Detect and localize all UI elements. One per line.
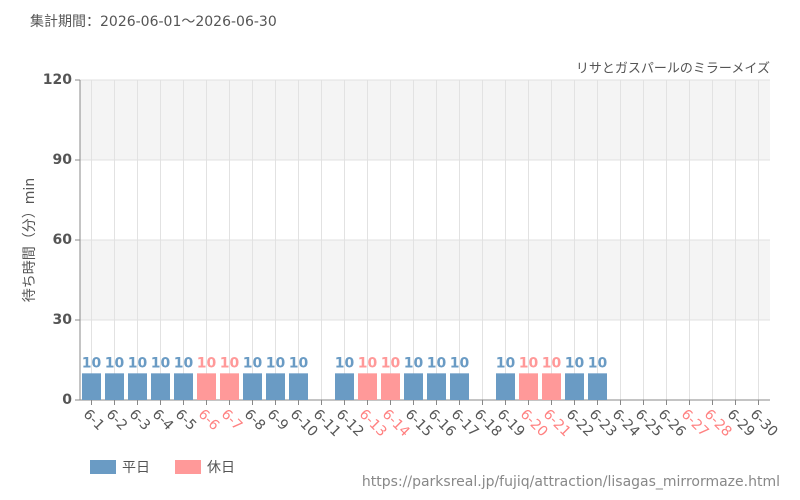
data-label: 10	[82, 355, 102, 371]
bar	[427, 373, 446, 400]
x-tick-label: 6-7	[218, 406, 245, 433]
data-label: 10	[404, 355, 424, 371]
bar	[335, 373, 354, 400]
x-tick-label: 6-2	[103, 406, 130, 433]
bar	[220, 373, 239, 400]
bar	[496, 373, 515, 400]
data-label: 10	[151, 355, 171, 371]
chart-subtitle: 集計期間：2026-06-01～2026-06-30	[30, 13, 277, 30]
bar	[381, 373, 400, 400]
y-tick-label: 120	[43, 72, 72, 88]
x-tick-label: 6-5	[172, 406, 199, 433]
plot-band	[80, 80, 770, 160]
bar	[588, 373, 607, 400]
bar	[266, 373, 285, 400]
data-label: 10	[427, 355, 447, 371]
x-tick-label: 6-1	[80, 406, 107, 433]
x-tick-label: 6-3	[126, 406, 153, 433]
bar	[243, 373, 262, 400]
data-label: 10	[496, 355, 516, 371]
data-label: 10	[519, 355, 539, 371]
bar	[197, 373, 216, 400]
legend-label: 平日	[122, 460, 150, 476]
data-label: 10	[358, 355, 378, 371]
data-label: 10	[197, 355, 217, 371]
data-label: 10	[335, 355, 355, 371]
x-tick-label: 6-8	[241, 406, 268, 433]
bar	[519, 373, 538, 400]
legend-swatch	[175, 460, 201, 474]
plot-band	[80, 240, 770, 320]
x-tick-label: 6-6	[195, 406, 223, 434]
x-tick-label: 6-9	[264, 406, 291, 433]
bar	[542, 373, 561, 400]
data-label: 10	[266, 355, 286, 371]
legend-swatch	[90, 460, 116, 474]
bar	[105, 373, 124, 400]
x-tick-label: 6-4	[149, 406, 177, 434]
y-tick-label: 60	[53, 232, 73, 248]
source-url: https://parksreal.jp/fujiq/attraction/li…	[362, 474, 780, 490]
bar	[174, 373, 193, 400]
data-label: 10	[128, 355, 148, 371]
data-label: 10	[588, 355, 608, 371]
y-tick-label: 90	[53, 152, 73, 168]
data-label: 10	[289, 355, 309, 371]
data-label: 10	[174, 355, 194, 371]
data-label: 10	[542, 355, 562, 371]
data-label: 10	[381, 355, 401, 371]
bar	[404, 373, 423, 400]
bar	[358, 373, 377, 400]
bar	[450, 373, 469, 400]
y-tick-label: 0	[62, 392, 72, 408]
legend-label: 休日	[207, 460, 235, 476]
data-label: 10	[220, 355, 240, 371]
bar	[565, 373, 584, 400]
y-tick-label: 30	[53, 312, 73, 328]
data-label: 10	[450, 355, 470, 371]
bar	[82, 373, 101, 400]
chart-title: リサとガスパールのミラーメイズ	[576, 61, 770, 77]
bar	[151, 373, 170, 400]
data-label: 10	[105, 355, 125, 371]
bar	[128, 373, 147, 400]
y-axis-label: 待ち時間（分）min	[22, 178, 38, 302]
bar	[289, 373, 308, 400]
data-label: 10	[243, 355, 263, 371]
data-label: 10	[565, 355, 585, 371]
